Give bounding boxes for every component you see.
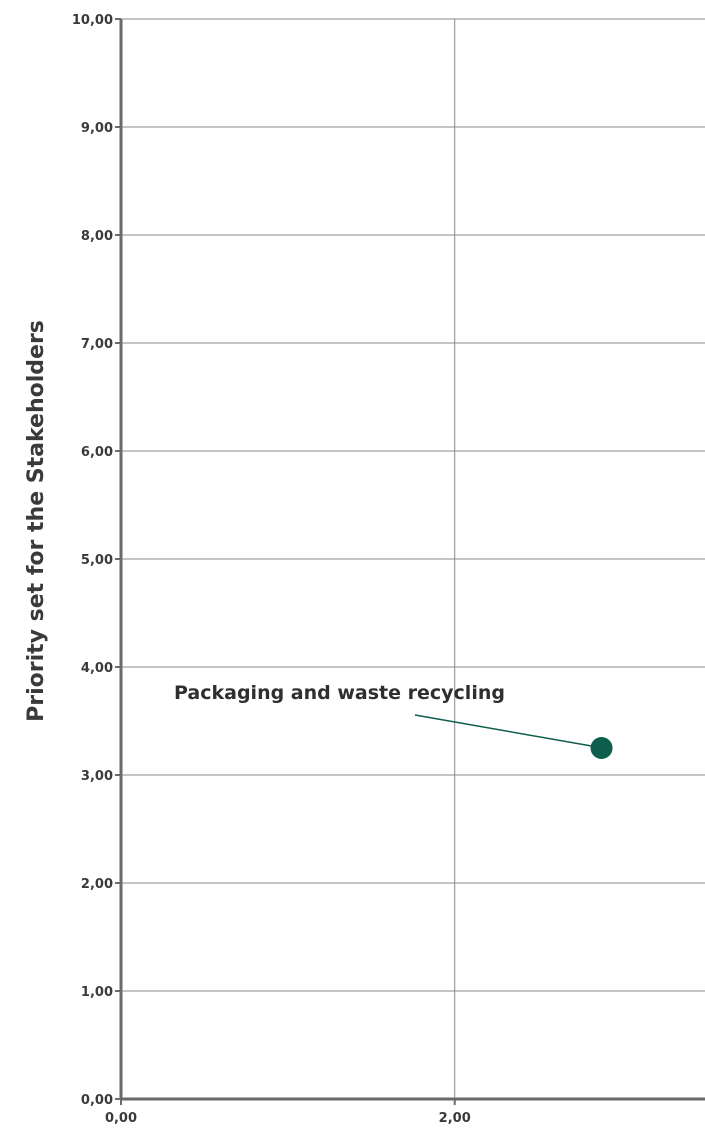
y-tick-label: 6,00 [81,445,113,460]
y-axis-title: Priority set for the Stakeholders [24,320,49,722]
y-tick-label: 4,00 [81,661,113,676]
x-tick-label: 2,00 [439,1111,471,1126]
data-points [590,737,613,759]
data-point[interactable] [590,737,613,759]
annotations: Packaging and waste recycling [174,682,592,747]
x-tick-label: 0,00 [105,1111,137,1126]
y-tick-label: 9,00 [81,121,113,136]
y-tick-label: 2,00 [81,877,113,892]
y-tick-label: 3,00 [81,769,113,784]
point-label: Packaging and waste recycling [174,682,505,704]
axes [115,18,705,1105]
y-tick-label: 0,00 [81,1093,113,1108]
y-tick-label: 10,00 [72,13,113,28]
y-tick-label: 5,00 [81,553,113,568]
y-tick-label: 7,00 [81,337,113,352]
y-tick-label: 1,00 [81,985,113,1000]
y-tick-label: 8,00 [81,229,113,244]
annotation-leader-line [414,714,592,747]
tick-labels: 0,00 1,00 2,00 3,00 4,00 5,00 6,00 7,00 8,00 9,00… [72,13,471,1126]
gridlines [121,18,705,1099]
